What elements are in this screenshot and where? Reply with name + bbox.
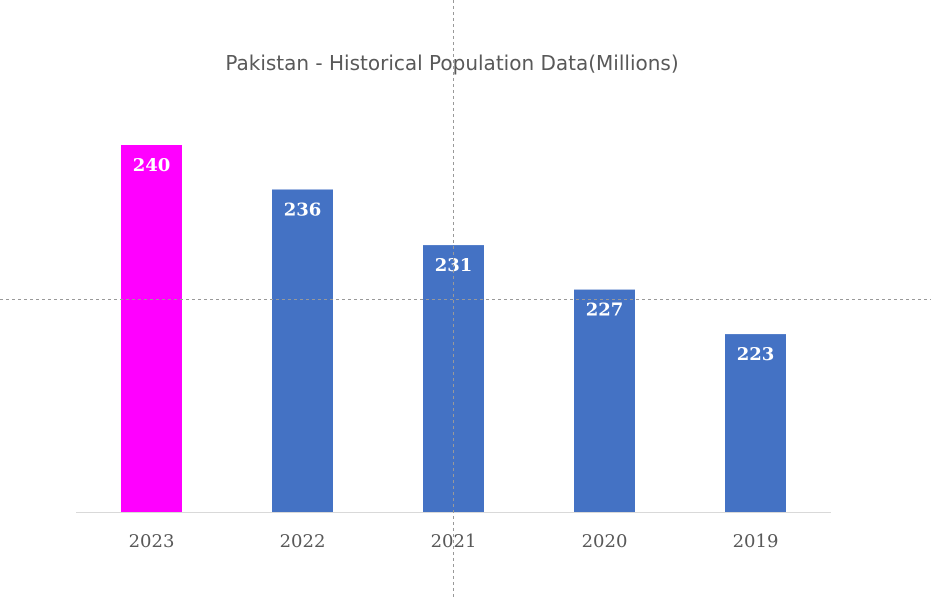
data-label-2023: 240 <box>133 155 171 176</box>
bar-2023 <box>121 145 182 512</box>
x-tick-label-2020: 2020 <box>582 531 628 552</box>
bar-2020 <box>574 289 635 512</box>
x-tick-labels-group: 2023 2022 2021 2020 2019 <box>129 531 779 552</box>
x-tick-label-2019: 2019 <box>733 531 779 552</box>
data-label-2020: 227 <box>586 300 624 321</box>
data-label-2022: 236 <box>284 200 322 221</box>
bars-group <box>121 145 786 512</box>
bar-2019 <box>725 334 786 512</box>
x-tick-label-2023: 2023 <box>129 531 175 552</box>
chart-title: Pakistan - Historical Population Data(Mi… <box>225 51 678 75</box>
x-tick-label-2022: 2022 <box>280 531 326 552</box>
data-label-2019: 223 <box>737 344 775 365</box>
bar-2022 <box>272 189 333 512</box>
